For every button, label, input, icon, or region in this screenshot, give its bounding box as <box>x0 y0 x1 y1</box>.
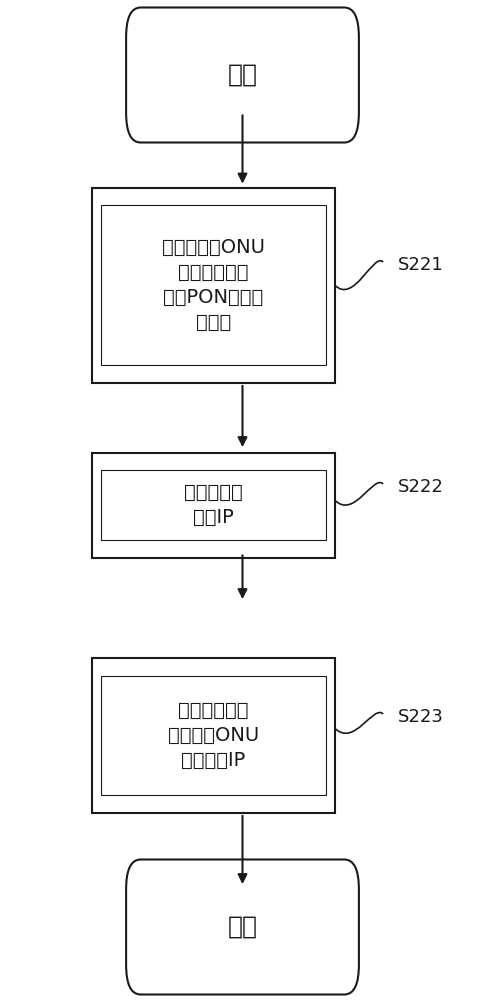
Bar <box>101 206 325 364</box>
Text: 开始: 开始 <box>227 63 257 87</box>
Text: 获取记录的ONU
所在线卡槽位
号、PON口号、
授权号: 获取记录的ONU 所在线卡槽位 号、PON口号、 授权号 <box>162 238 264 332</box>
Text: 使用二层协议
报文，对ONU
分配管理IP: 使用二层协议 报文，对ONU 分配管理IP <box>167 700 258 770</box>
Text: 计算需要分
配的IP: 计算需要分 配的IP <box>183 483 242 527</box>
FancyBboxPatch shape <box>126 859 358 994</box>
Bar <box>92 658 334 812</box>
Bar <box>101 676 325 794</box>
Bar <box>101 471 325 540</box>
Text: S221: S221 <box>397 256 442 274</box>
Text: S222: S222 <box>397 478 443 496</box>
FancyBboxPatch shape <box>126 7 358 142</box>
Bar <box>92 452 334 558</box>
Bar <box>92 188 334 383</box>
Text: S223: S223 <box>397 708 443 726</box>
Text: 结束: 结束 <box>227 915 257 939</box>
